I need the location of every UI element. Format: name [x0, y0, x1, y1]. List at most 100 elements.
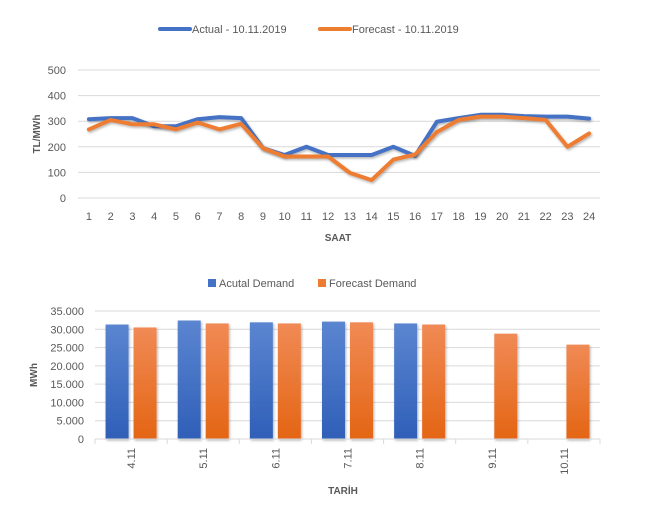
bar-x-tick-label: 4.11: [126, 448, 138, 469]
line-y-tick-label: 500: [48, 65, 66, 77]
line-point-forecast[interactable]: [522, 116, 526, 120]
line-point-forecast[interactable]: [304, 155, 308, 159]
line-point-forecast[interactable]: [413, 152, 417, 156]
line-point-forecast[interactable]: [370, 178, 374, 182]
bar-x-tick-label: 10.11: [559, 448, 571, 475]
line-series-forecast[interactable]: [86, 114, 592, 183]
line-point-forecast[interactable]: [435, 130, 439, 134]
bar-forecast-demand[interactable]: [350, 322, 373, 439]
line-point-forecast[interactable]: [109, 118, 113, 122]
bar-forecast-demand[interactable]: [422, 324, 446, 439]
line-point-actual[interactable]: [435, 120, 439, 124]
line-x-tick-label: 1: [86, 211, 92, 223]
line-y-tick-label: 0: [60, 193, 66, 205]
line-point-forecast[interactable]: [217, 127, 221, 131]
bar-y-tick-label: 0: [78, 434, 84, 446]
bar-y-tick-labels: 0 5.000 10.000 15.000 20.000 25.000 30.000 35.0…: [50, 306, 84, 446]
line-point-forecast[interactable]: [174, 127, 178, 131]
bar-forecast-demand[interactable]: [133, 327, 157, 439]
bar-forecast-demand[interactable]: [566, 344, 590, 439]
bar-x-tick-label: 5.11: [198, 448, 210, 469]
line-point-actual[interactable]: [304, 145, 308, 149]
line-point-forecast[interactable]: [196, 120, 200, 124]
line-x-tick-label: 21: [518, 211, 530, 223]
line-chart: Actual - 10.11.2019 Forecast - 10.11.201…: [32, 24, 600, 244]
line-point-actual[interactable]: [87, 117, 91, 121]
legend-swatch-actual-demand: [208, 279, 216, 287]
bar-forecast-demand[interactable]: [277, 323, 301, 439]
line-point-actual[interactable]: [130, 116, 134, 120]
bar-y-tick-label: 10.000: [50, 397, 84, 409]
line-y-tick-label: 400: [48, 91, 66, 103]
line-point-forecast[interactable]: [457, 118, 461, 122]
line-x-tick-label: 16: [409, 211, 421, 223]
bar-forecast-demand[interactable]: [494, 333, 518, 439]
line-x-tick-label: 6: [195, 211, 201, 223]
line-x-tick-label: 23: [561, 211, 573, 223]
line-point-forecast[interactable]: [478, 115, 482, 119]
line-x-tick-label: 2: [108, 211, 114, 223]
legend-item-forecast[interactable]: Forecast - 10.11.2019: [318, 24, 459, 36]
line-point-actual[interactable]: [391, 145, 395, 149]
bar-x-tick-label: 6.11: [270, 448, 282, 469]
line-point-actual[interactable]: [370, 153, 374, 157]
bar-actual-demand[interactable]: [249, 322, 273, 439]
line-point-forecast[interactable]: [87, 127, 91, 131]
line-point-forecast[interactable]: [239, 122, 243, 126]
line-x-tick-label: 9: [260, 211, 266, 223]
line-point-forecast[interactable]: [283, 155, 287, 159]
bar-x-tick-label: 8.11: [415, 448, 427, 469]
bar-y-tick-label: 30.000: [50, 324, 84, 336]
line-y-tick-label: 100: [48, 167, 66, 179]
line-point-forecast[interactable]: [587, 131, 591, 135]
line-x-tick-label: 13: [344, 211, 356, 223]
line-y-tick-label: 200: [48, 142, 66, 154]
line-point-forecast[interactable]: [565, 145, 569, 149]
line-point-forecast[interactable]: [152, 122, 156, 126]
line-point-actual[interactable]: [239, 116, 243, 120]
line-point-forecast[interactable]: [261, 146, 265, 150]
bar-chart: Acutal Demand Forecast Demand 0 5.000 10.0…: [29, 278, 601, 497]
line-x-tick-label: 7: [216, 211, 222, 223]
legend-item-actual[interactable]: Actual - 10.11.2019: [158, 24, 287, 36]
bar-x-axis-title: TARİH: [328, 484, 358, 497]
line-point-forecast[interactable]: [130, 122, 134, 126]
line-point-forecast[interactable]: [348, 171, 352, 175]
line-x-axis-title: SAAT: [325, 233, 351, 244]
line-point-forecast[interactable]: [391, 158, 395, 162]
legend-label-actual-demand: Acutal Demand: [219, 278, 294, 290]
line-y-tick-label: 300: [48, 116, 66, 128]
bar-series-group: [95, 320, 600, 440]
legend-item-forecast-demand[interactable]: Forecast Demand: [318, 278, 416, 290]
bar-y-tick-label: 20.000: [50, 361, 84, 373]
bar-actual-demand[interactable]: [394, 323, 418, 439]
line-x-tick-label: 20: [496, 211, 508, 223]
line-legend: Actual - 10.11.2019 Forecast - 10.11.201…: [158, 24, 459, 36]
line-point-actual[interactable]: [348, 153, 352, 157]
line-point-forecast[interactable]: [544, 118, 548, 122]
line-point-forecast[interactable]: [500, 115, 504, 119]
bar-forecast-demand[interactable]: [205, 323, 229, 439]
line-x-tick-label: 10: [279, 211, 291, 223]
line-point-actual[interactable]: [565, 115, 569, 119]
bar-y-tick-label: 25.000: [50, 343, 84, 355]
line-point-actual[interactable]: [587, 117, 591, 121]
bar-actual-demand[interactable]: [105, 324, 129, 439]
line-x-tick-labels: 1 2 3 4 5 6 7 8 9 10 11 12 13 14 15 16 17 18 19 20 21 22 23 24: [86, 211, 595, 223]
bar-actual-demand[interactable]: [177, 320, 201, 439]
line-x-tick-label: 15: [387, 211, 399, 223]
legend-label-forecast-demand: Forecast Demand: [329, 278, 416, 290]
line-point-actual[interactable]: [217, 115, 221, 119]
legend-item-actual-demand[interactable]: Acutal Demand: [208, 278, 294, 290]
line-x-tick-label: 24: [583, 211, 595, 223]
legend-label-forecast: Forecast - 10.11.2019: [352, 24, 459, 36]
bar-actual-demand[interactable]: [322, 321, 345, 439]
bar-y-tick-label: 5.000: [56, 416, 84, 428]
bar-x-tick-labels: 4.11 5.11 6.11 7.11 8.11 9.11 10.11: [94, 439, 601, 475]
line-x-tick-label: 8: [238, 211, 244, 223]
line-point-forecast[interactable]: [326, 155, 330, 159]
line-x-tick-label: 14: [366, 211, 378, 223]
line-series-group: [86, 112, 592, 183]
legend-label-actual: Actual - 10.11.2019: [192, 24, 287, 36]
